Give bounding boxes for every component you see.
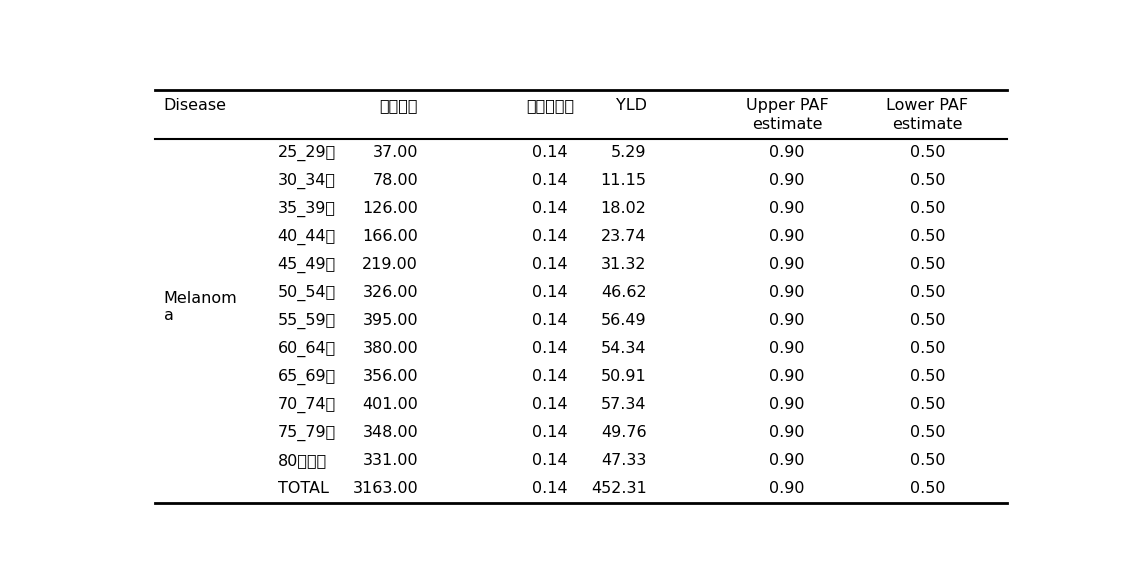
Text: 60_64세: 60_64세 (278, 340, 337, 357)
Text: 40_44세: 40_44세 (278, 229, 337, 245)
Text: 54.34: 54.34 (600, 341, 647, 356)
Text: 395.00: 395.00 (363, 313, 418, 328)
Text: 0.14: 0.14 (533, 426, 568, 440)
Text: 0.90: 0.90 (769, 426, 804, 440)
Text: Melanom: Melanom (163, 291, 237, 306)
Text: 65_69세: 65_69세 (278, 369, 337, 385)
Text: 0.50: 0.50 (910, 369, 945, 384)
Text: 55_59세: 55_59세 (278, 313, 337, 329)
Text: 23.74: 23.74 (600, 229, 647, 244)
Text: 0.50: 0.50 (910, 257, 945, 272)
Text: 0.50: 0.50 (910, 229, 945, 244)
Text: 401.00: 401.00 (363, 397, 418, 412)
Text: 0.50: 0.50 (910, 285, 945, 300)
Text: 0.50: 0.50 (910, 313, 945, 328)
Text: 0.50: 0.50 (910, 397, 945, 412)
Text: 0.90: 0.90 (769, 285, 804, 300)
Text: 0.50: 0.50 (910, 481, 945, 496)
Text: 46.62: 46.62 (600, 285, 647, 300)
Text: 452.31: 452.31 (590, 481, 647, 496)
Text: 0.14: 0.14 (533, 313, 568, 328)
Text: 0.50: 0.50 (910, 453, 945, 468)
Text: 56.49: 56.49 (600, 313, 647, 328)
Text: YLD: YLD (615, 98, 647, 113)
Text: 장애가중치: 장애가중치 (526, 98, 574, 113)
Text: 0.90: 0.90 (769, 229, 804, 244)
Text: 0.14: 0.14 (533, 229, 568, 244)
Text: 78.00: 78.00 (373, 173, 418, 188)
Text: 49.76: 49.76 (600, 426, 647, 440)
Text: 0.14: 0.14 (533, 369, 568, 384)
Text: 0.90: 0.90 (769, 369, 804, 384)
Text: 348.00: 348.00 (363, 426, 418, 440)
Text: 0.14: 0.14 (533, 145, 568, 160)
Text: 0.50: 0.50 (910, 426, 945, 440)
Text: 326.00: 326.00 (363, 285, 418, 300)
Text: 80세이상: 80세이상 (278, 453, 327, 468)
Text: 25_29세: 25_29세 (278, 145, 337, 161)
Text: 0.90: 0.90 (769, 341, 804, 356)
Text: 50_54세: 50_54세 (278, 285, 337, 301)
Text: 11.15: 11.15 (600, 173, 647, 188)
Text: 0.14: 0.14 (533, 453, 568, 468)
Text: 380.00: 380.00 (363, 341, 418, 356)
Text: estimate: estimate (893, 118, 963, 133)
Text: 45_49세: 45_49세 (278, 256, 337, 273)
Text: 0.90: 0.90 (769, 173, 804, 188)
Text: 0.14: 0.14 (533, 201, 568, 216)
Text: 0.90: 0.90 (769, 453, 804, 468)
Text: 0.50: 0.50 (910, 341, 945, 356)
Text: 0.50: 0.50 (910, 173, 945, 188)
Text: 0.90: 0.90 (769, 481, 804, 496)
Text: 노출인구: 노출인구 (380, 98, 418, 113)
Text: estimate: estimate (752, 118, 823, 133)
Text: 0.14: 0.14 (533, 285, 568, 300)
Text: TOTAL: TOTAL (278, 481, 329, 496)
Text: 0.90: 0.90 (769, 397, 804, 412)
Text: 35_39세: 35_39세 (278, 200, 335, 217)
Text: 0.14: 0.14 (533, 257, 568, 272)
Text: 166.00: 166.00 (363, 229, 418, 244)
Text: Disease: Disease (163, 98, 227, 113)
Text: 3163.00: 3163.00 (352, 481, 418, 496)
Text: 57.34: 57.34 (600, 397, 647, 412)
Text: 30_34세: 30_34세 (278, 173, 335, 189)
Text: 126.00: 126.00 (363, 201, 418, 216)
Text: 0.14: 0.14 (533, 481, 568, 496)
Text: 331.00: 331.00 (363, 453, 418, 468)
Text: 75_79세: 75_79세 (278, 424, 337, 441)
Text: 0.90: 0.90 (769, 201, 804, 216)
Text: Lower PAF: Lower PAF (886, 98, 969, 113)
Text: a: a (163, 307, 173, 323)
Text: 0.90: 0.90 (769, 257, 804, 272)
Text: 219.00: 219.00 (363, 257, 418, 272)
Text: 0.90: 0.90 (769, 313, 804, 328)
Text: 70_74세: 70_74세 (278, 397, 337, 413)
Text: 0.50: 0.50 (910, 201, 945, 216)
Text: 0.14: 0.14 (533, 341, 568, 356)
Text: 37.00: 37.00 (373, 145, 418, 160)
Text: 50.91: 50.91 (600, 369, 647, 384)
Text: 47.33: 47.33 (602, 453, 647, 468)
Text: 18.02: 18.02 (600, 201, 647, 216)
Text: Upper PAF: Upper PAF (746, 98, 828, 113)
Text: 5.29: 5.29 (611, 145, 647, 160)
Text: 356.00: 356.00 (363, 369, 418, 384)
Text: 0.90: 0.90 (769, 145, 804, 160)
Text: 0.50: 0.50 (910, 145, 945, 160)
Text: 0.14: 0.14 (533, 173, 568, 188)
Text: 0.14: 0.14 (533, 397, 568, 412)
Text: 31.32: 31.32 (600, 257, 647, 272)
